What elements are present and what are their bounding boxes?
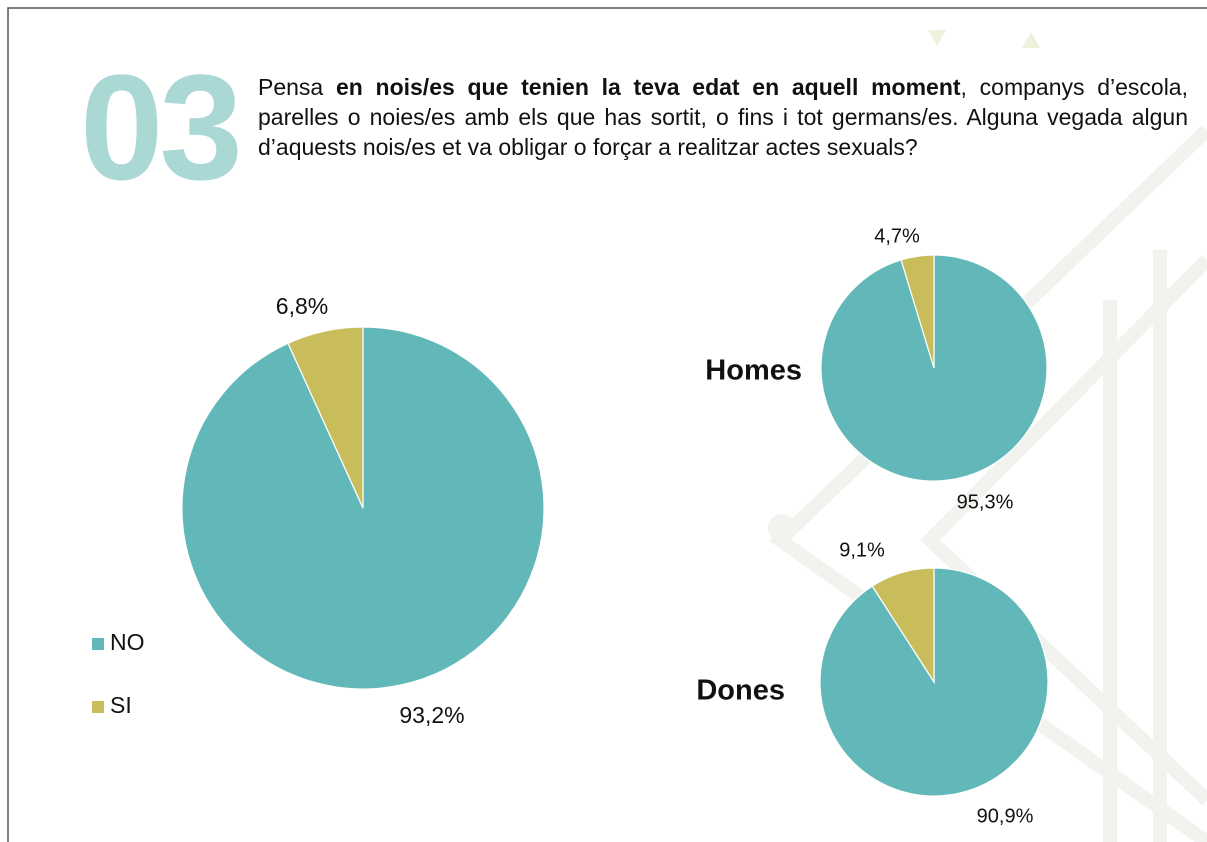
- watermark: [768, 30, 1207, 842]
- pie-slice: [287, 326, 364, 509]
- pie-slice: [900, 254, 935, 369]
- chart-title: Homes: [705, 355, 802, 387]
- data-label: 93,2%: [399, 702, 464, 728]
- chart-title: Dones: [696, 675, 785, 707]
- data-label: 9,1%: [839, 539, 885, 561]
- data-label: 95,3%: [957, 491, 1014, 513]
- question-part: en nois/es que tenien la teva edat en aq…: [335, 74, 961, 100]
- question-part: Pensa: [258, 74, 336, 100]
- legend-label: NO: [110, 629, 145, 655]
- question-part: , companys d’escola, parelles o noies/es…: [258, 74, 1188, 160]
- legend-swatch: [92, 638, 104, 650]
- data-label: 90,9%: [977, 805, 1034, 827]
- legend-label: SI: [110, 692, 132, 718]
- slide-border: [7, 7, 1207, 842]
- data-label: 4,7%: [874, 225, 920, 247]
- data-label: 6,8%: [276, 293, 328, 319]
- question-text: Pensa en nois/es que tenien la teva edat…: [258, 72, 1188, 162]
- pie-slice: [871, 567, 935, 685]
- question-number: 03: [80, 43, 243, 211]
- legend-swatch: [92, 701, 104, 713]
